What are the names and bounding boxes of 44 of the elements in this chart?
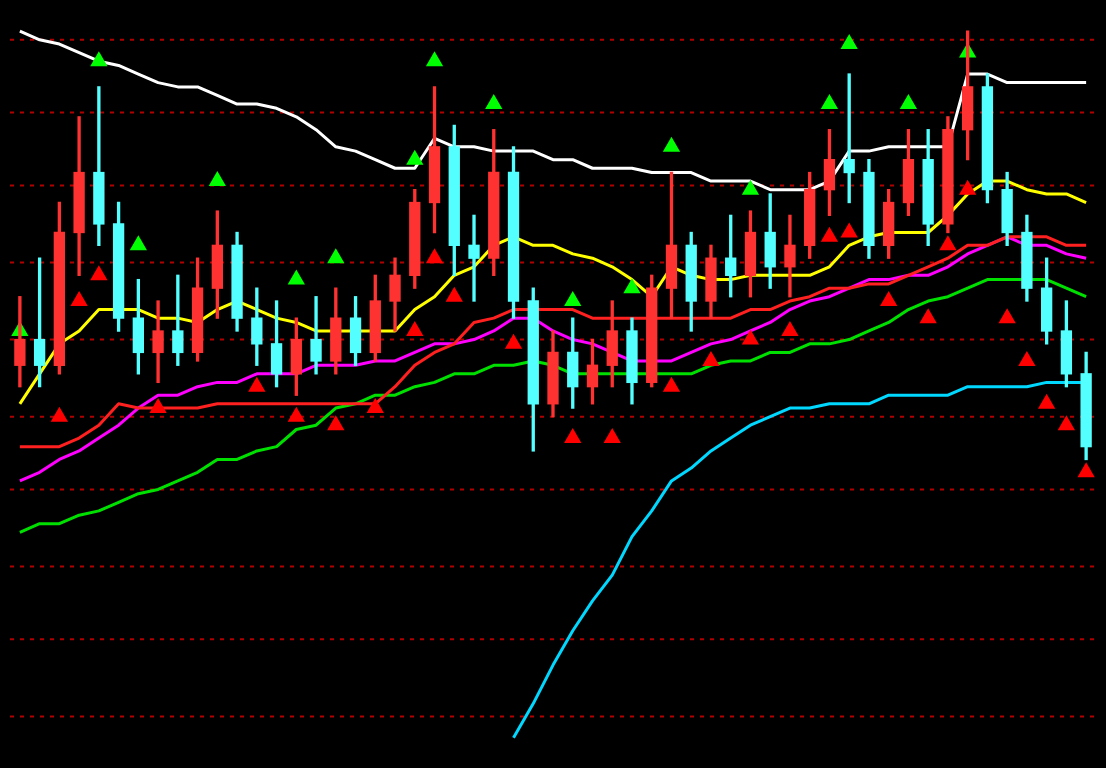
point xyxy=(288,270,305,285)
point xyxy=(900,95,917,110)
point xyxy=(51,407,68,422)
point xyxy=(1058,416,1075,431)
point xyxy=(959,180,976,195)
point xyxy=(367,399,384,414)
point xyxy=(999,309,1016,324)
point xyxy=(663,377,680,392)
point xyxy=(426,249,443,264)
point xyxy=(880,292,897,307)
point xyxy=(327,416,344,431)
point xyxy=(564,429,581,444)
point xyxy=(150,399,167,414)
point xyxy=(1018,351,1035,366)
point xyxy=(841,223,858,238)
point xyxy=(406,322,423,336)
point xyxy=(248,377,265,392)
point xyxy=(426,52,443,67)
point xyxy=(624,279,640,294)
point xyxy=(446,287,463,302)
point xyxy=(406,150,423,165)
point xyxy=(782,322,798,336)
point xyxy=(920,309,937,324)
point xyxy=(703,351,719,366)
point xyxy=(841,35,858,50)
point xyxy=(327,249,344,264)
point xyxy=(742,180,759,195)
point xyxy=(821,95,838,110)
point xyxy=(939,236,956,251)
point xyxy=(821,227,838,242)
point xyxy=(71,292,88,307)
point xyxy=(604,429,621,444)
point xyxy=(1038,394,1055,409)
point xyxy=(209,172,226,187)
point xyxy=(564,292,581,307)
point xyxy=(90,266,107,281)
point xyxy=(288,407,305,422)
point xyxy=(742,330,759,345)
point xyxy=(663,137,680,152)
point xyxy=(130,236,147,251)
point xyxy=(505,334,522,349)
point xyxy=(1078,463,1095,478)
point xyxy=(90,52,107,67)
point xyxy=(485,95,502,110)
